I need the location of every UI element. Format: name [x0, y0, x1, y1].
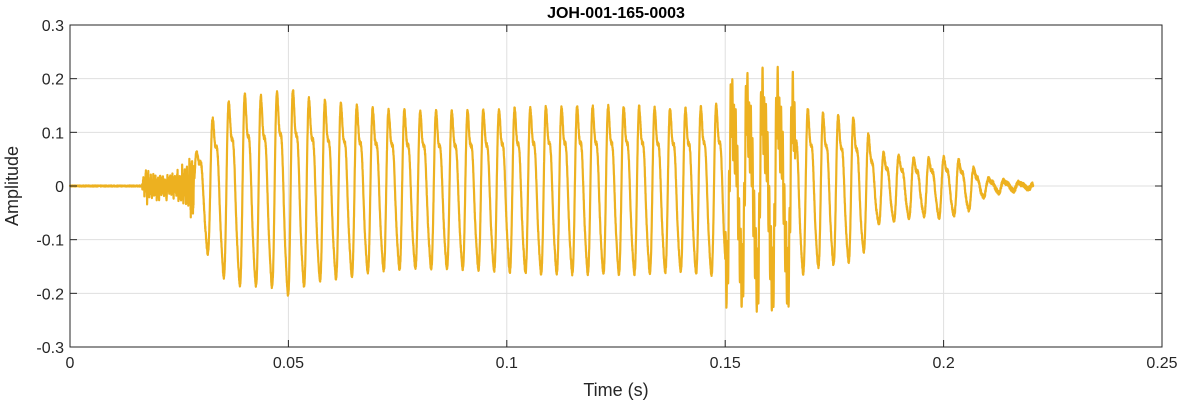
y-tick-label: 0.3 — [42, 18, 64, 35]
y-tick-labels: -0.3 -0.2 -0.1 0 0.1 0.2 0.3 — [36, 18, 64, 357]
x-tick-label: 0 — [66, 355, 75, 372]
x-tick-label: 0.05 — [273, 355, 304, 372]
x-tick-label: 0.1 — [496, 355, 518, 372]
x-tick-label: 0.2 — [932, 355, 954, 372]
waveform-line — [68, 65, 1035, 313]
chart-title: JOH-001-165-0003 — [547, 5, 685, 22]
x-tick-label: 0.15 — [710, 355, 741, 372]
tick-marks — [69, 24, 1163, 348]
y-axis-label: Amplitude — [2, 146, 22, 226]
y-tick-label: 0.2 — [42, 72, 64, 89]
x-axis-label: Time (s) — [583, 380, 648, 400]
y-tick-label: -0.2 — [36, 286, 64, 303]
y-tick-label: 0 — [55, 179, 64, 196]
x-tick-labels: 0 0.05 0.1 0.15 0.2 0.25 — [66, 355, 1178, 372]
series-layer — [68, 65, 1035, 313]
y-tick-label: 0.1 — [42, 125, 64, 142]
y-tick-label: -0.1 — [36, 233, 64, 250]
y-tick-label: -0.3 — [36, 340, 64, 357]
x-tick-label: 0.25 — [1146, 355, 1177, 372]
